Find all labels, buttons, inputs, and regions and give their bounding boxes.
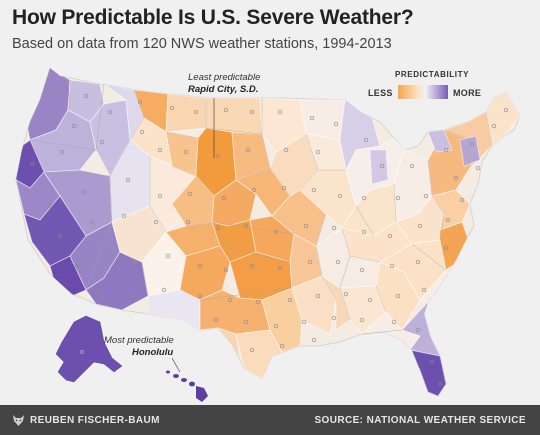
region-louisiana	[291, 275, 337, 335]
annotation-least-place: Rapid City, S.D.	[188, 84, 259, 95]
region-montana-east	[165, 93, 207, 133]
contiguous-us	[15, 67, 521, 397]
region-new-england	[485, 91, 520, 147]
legend-more-label: MORE	[453, 88, 482, 98]
region-albany	[459, 135, 481, 167]
chart-title: How Predictable Is U.S. Severe Weather?	[12, 6, 414, 29]
region-grand-rapids	[369, 149, 389, 185]
legend-gradient	[398, 85, 448, 99]
leader-honolulu	[171, 357, 181, 373]
region-south-florida	[409, 349, 447, 396]
fox-logo-icon	[13, 415, 24, 426]
region-new-york-west	[427, 129, 453, 153]
legend-title: PREDICTABILITY	[394, 70, 470, 79]
station-markers	[29, 89, 509, 387]
alaska	[55, 315, 123, 383]
us-map	[15, 67, 521, 402]
annotation-most-lead: Most predictable	[104, 335, 174, 346]
hawaii	[166, 370, 208, 402]
footer: REUBEN FISCHER-BAUM SOURCE: NATIONAL WEA…	[0, 405, 540, 435]
legend-less-label: LESS	[368, 88, 393, 98]
chart-subtitle: Based on data from 120 NWS weather stati…	[12, 36, 392, 52]
annotation-least-lead: Least predictable	[188, 72, 261, 83]
footer-author: REUBEN FISCHER-BAUM	[30, 415, 160, 426]
footer-source: SOURCE: NATIONAL WEATHER SERVICE	[314, 415, 526, 426]
annotation-most-place: Honolulu	[132, 347, 174, 358]
region-north-dakota	[205, 97, 263, 135]
